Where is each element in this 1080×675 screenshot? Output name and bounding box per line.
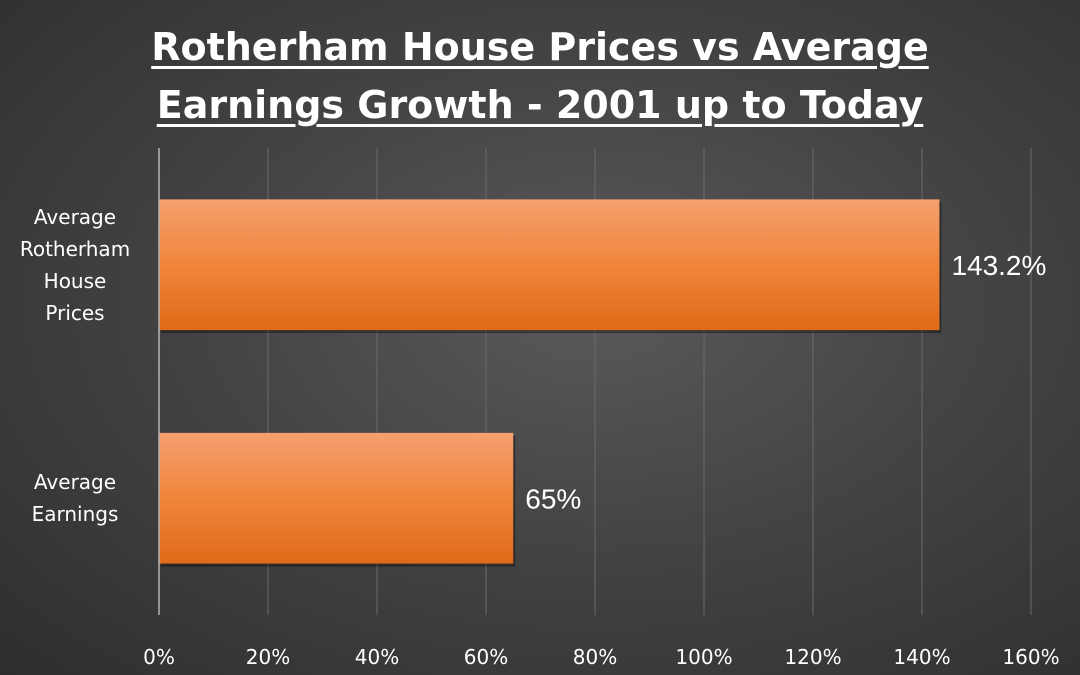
x-tick-label: 140% — [893, 645, 950, 669]
chart-title: Rotherham House Prices vs Average Earnin… — [0, 18, 1080, 134]
bar — [159, 432, 514, 564]
x-tick-label: 20% — [246, 645, 290, 669]
data-label: 143.2% — [951, 250, 1046, 281]
category-label-line: Average — [33, 470, 117, 495]
x-tick-label: 100% — [675, 645, 732, 669]
x-tick-label: 120% — [784, 645, 841, 669]
x-tick-label: 80% — [573, 645, 617, 669]
category-label-line: Rotherham — [19, 236, 131, 261]
data-labels: 143.2% 65% — [525, 250, 1046, 515]
x-tick-label: 60% — [464, 645, 508, 669]
bar — [159, 199, 940, 331]
category-label-line: House — [43, 268, 107, 293]
x-tick-label: 40% — [355, 645, 399, 669]
bars — [159, 199, 942, 567]
category-label-line: Earnings — [31, 502, 119, 527]
category-label-line: Average — [33, 204, 117, 229]
x-tick-label: 0% — [143, 645, 175, 669]
category-label-line: Prices — [45, 300, 105, 325]
chart-title-line-1: Rotherham House Prices vs Average — [151, 25, 929, 69]
category-label: Average Earnings — [0, 466, 150, 530]
x-tick-label: 160% — [1002, 645, 1059, 669]
data-label: 65% — [525, 483, 581, 514]
category-label: Average Rotherham House Prices — [0, 201, 150, 329]
chart-title-line-2: Earnings Growth - 2001 up to Today — [156, 83, 924, 127]
x-axis-tick-labels: 0% 20% 40% 60% 80% 100% 120% 140% 160% — [143, 645, 1059, 669]
